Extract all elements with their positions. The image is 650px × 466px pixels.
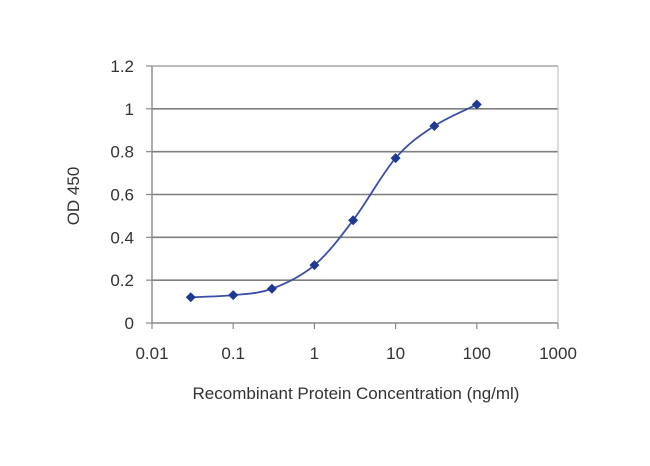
y-tick-label: 0.6 bbox=[110, 186, 134, 205]
data-point bbox=[266, 283, 277, 294]
y-axis-title: OD 450 bbox=[64, 167, 83, 226]
x-tick-label: 10 bbox=[386, 344, 405, 363]
series-line bbox=[190, 103, 478, 299]
y-tick-label: 1.2 bbox=[110, 57, 134, 76]
x-tick-label: 1000 bbox=[539, 344, 577, 363]
grid-lines bbox=[152, 65, 558, 281]
data-point bbox=[185, 292, 196, 303]
y-tick-label: 0.8 bbox=[110, 143, 134, 162]
data-point bbox=[309, 260, 320, 271]
x-tick-label: 100 bbox=[463, 344, 491, 363]
y-tick-label: 0 bbox=[125, 314, 134, 333]
data-point bbox=[390, 153, 401, 164]
data-point bbox=[228, 290, 239, 301]
x-tick-label: 0.01 bbox=[135, 344, 168, 363]
x-tick-labels: 0.01 0.1 1 10 100 1000 bbox=[135, 344, 576, 363]
data-point bbox=[471, 99, 482, 110]
y-tick-labels: 0 0.2 0.4 0.6 0.8 1 1.2 bbox=[110, 57, 134, 333]
y-tick-label: 0.4 bbox=[110, 228, 134, 247]
y-tick-label: 1 bbox=[125, 100, 134, 119]
series-group bbox=[185, 99, 482, 303]
x-tick-label: 0.1 bbox=[221, 344, 245, 363]
x-tick-label: 1 bbox=[310, 344, 319, 363]
axes bbox=[146, 65, 559, 329]
data-point bbox=[348, 215, 359, 226]
data-point bbox=[429, 120, 440, 131]
y-tick-label: 0.2 bbox=[110, 271, 134, 290]
x-axis-title: Recombinant Protein Concentration (ng/ml… bbox=[193, 384, 520, 403]
